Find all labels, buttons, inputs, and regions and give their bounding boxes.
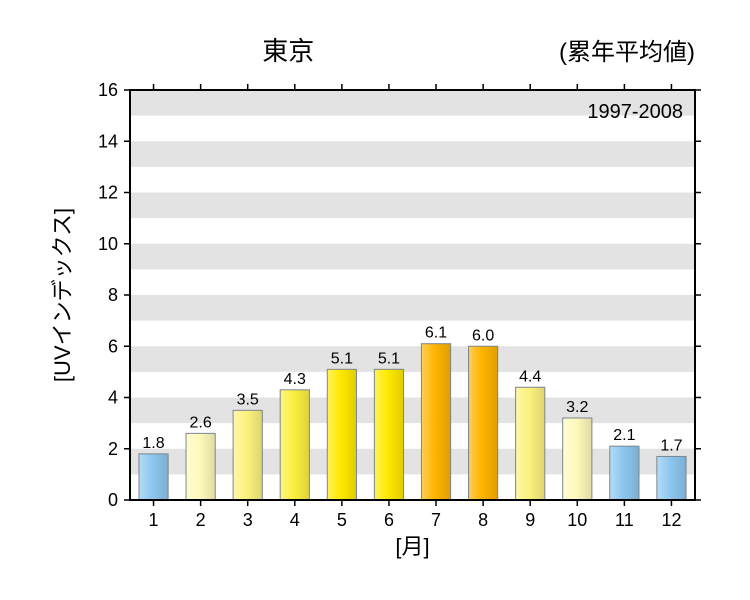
- bar-value-label: 4.4: [519, 368, 541, 385]
- bar-value-label: 1.7: [660, 437, 682, 454]
- bar-value-label: 6.1: [425, 325, 447, 342]
- x-tick-label: 10: [567, 510, 587, 530]
- chart-svg: 1.8 2.6 3.5 4.3 5.1 5.1 6.1 6.0 4.4 3.2 2.1 1.7 0 2 4 6…: [0, 0, 750, 600]
- bar-value-label: 3.2: [566, 399, 588, 416]
- bar-value-label: 5.1: [378, 350, 400, 367]
- bar-value-label: 2.1: [613, 427, 635, 444]
- y-tick-label: 10: [98, 234, 118, 254]
- bar: [139, 454, 168, 500]
- y-tick-label: 12: [98, 183, 118, 203]
- x-tick-label: 2: [196, 510, 206, 530]
- bar-value-label: 3.5: [237, 391, 259, 408]
- bar: [374, 369, 403, 500]
- chart-period: 1997-2008: [587, 101, 683, 123]
- x-tick-label: 8: [478, 510, 488, 530]
- bar-value-label: 6.0: [472, 327, 494, 344]
- x-tick-label: 7: [431, 510, 441, 530]
- bar-value-label: 1.8: [142, 435, 164, 452]
- bar-value-label: 5.1: [331, 350, 353, 367]
- chart-subtitle: (累年平均値): [559, 39, 695, 66]
- x-tick-label: 12: [661, 510, 681, 530]
- bar: [610, 446, 639, 500]
- x-tick-label: 6: [384, 510, 394, 530]
- y-tick-label: 6: [108, 336, 118, 356]
- y-tick-label: 4: [108, 388, 118, 408]
- y-axis-label: [UVインデックス]: [50, 208, 75, 382]
- bar: [327, 369, 356, 500]
- y-tick-label: 8: [108, 285, 118, 305]
- bar: [421, 344, 450, 500]
- x-tick-label: 3: [243, 510, 253, 530]
- chart-title: 東京: [262, 36, 314, 66]
- bar: [469, 346, 498, 500]
- bar-value-label: 2.6: [190, 414, 212, 431]
- x-tick-label: 5: [337, 510, 347, 530]
- bar: [280, 390, 309, 500]
- y-tick-label: 2: [108, 439, 118, 459]
- x-tick-label: 4: [290, 510, 300, 530]
- y-tick-label: 0: [108, 490, 118, 510]
- uv-index-chart: 1.8 2.6 3.5 4.3 5.1 5.1 6.1 6.0 4.4 3.2 2.1 1.7 0 2 4 6…: [0, 0, 750, 600]
- bar-value-label: 4.3: [284, 371, 306, 388]
- bar: [563, 418, 592, 500]
- bar: [657, 456, 686, 500]
- bar: [516, 387, 545, 500]
- bar: [186, 433, 215, 500]
- x-tick-label: 11: [615, 510, 634, 530]
- x-tick-label: 9: [525, 510, 535, 530]
- y-tick-label: 14: [98, 131, 118, 151]
- bar: [233, 410, 262, 500]
- y-tick-label: 16: [98, 80, 118, 100]
- x-tick-label: 1: [149, 510, 159, 530]
- x-axis-label: [月]: [395, 534, 429, 559]
